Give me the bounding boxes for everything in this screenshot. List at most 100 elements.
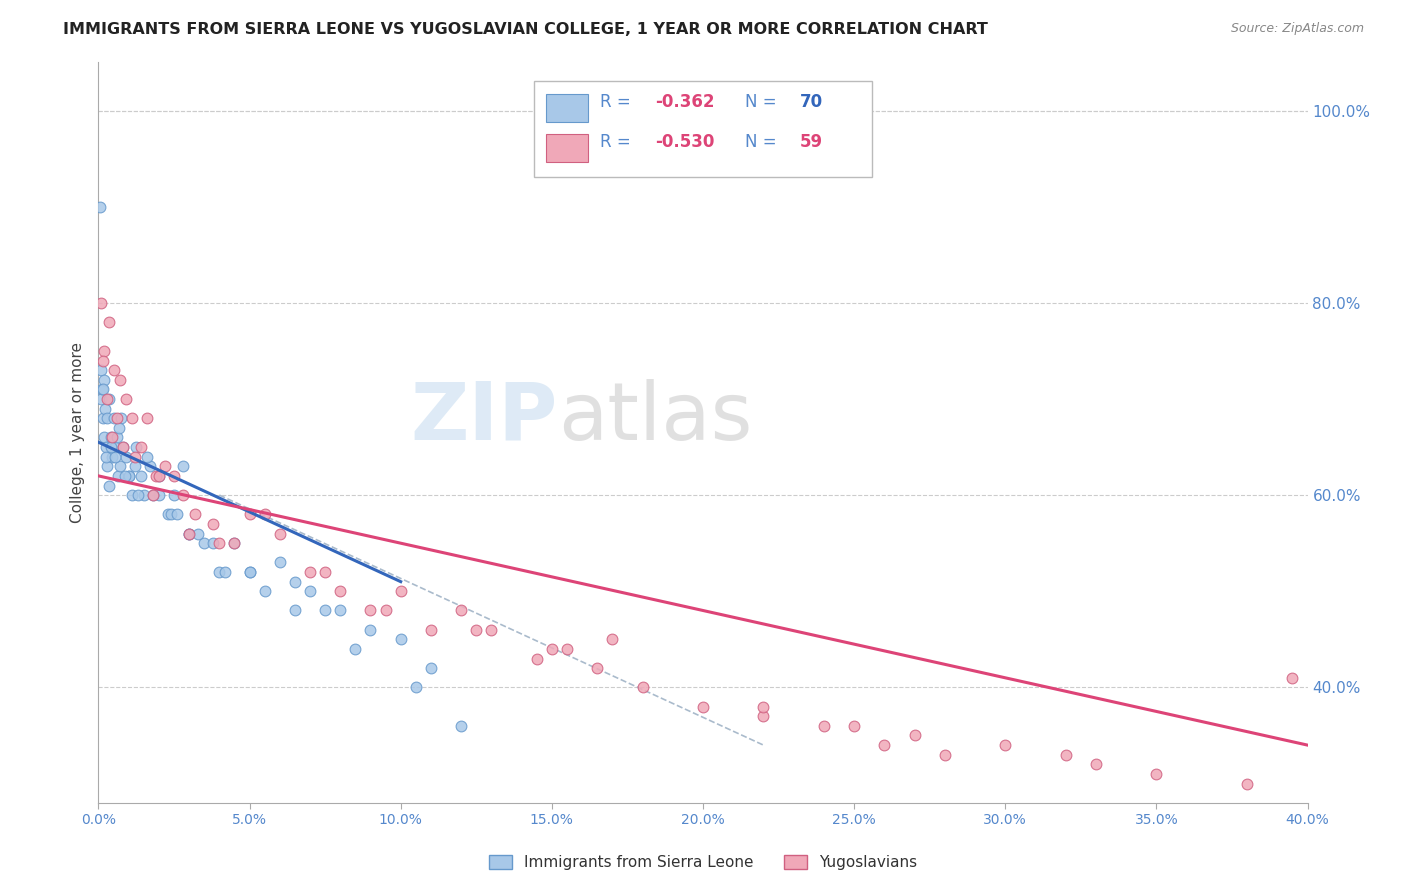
Text: IMMIGRANTS FROM SIERRA LEONE VS YUGOSLAVIAN COLLEGE, 1 YEAR OR MORE CORRELATION : IMMIGRANTS FROM SIERRA LEONE VS YUGOSLAV… bbox=[63, 22, 988, 37]
Legend: Immigrants from Sierra Leone, Yugoslavians: Immigrants from Sierra Leone, Yugoslavia… bbox=[482, 849, 924, 877]
Point bbox=[91, 411, 114, 425]
Point bbox=[105, 411, 128, 425]
Point bbox=[89, 200, 111, 214]
Point bbox=[389, 584, 412, 599]
Point bbox=[450, 719, 472, 733]
Text: -0.530: -0.530 bbox=[655, 133, 714, 151]
Point bbox=[135, 411, 157, 425]
Point bbox=[94, 401, 117, 416]
Point bbox=[93, 430, 115, 444]
Point bbox=[1054, 747, 1077, 762]
Text: -0.362: -0.362 bbox=[655, 93, 714, 111]
Point bbox=[208, 565, 231, 579]
Point bbox=[121, 411, 143, 425]
Point bbox=[208, 536, 231, 550]
Point bbox=[586, 661, 609, 675]
Point bbox=[111, 440, 134, 454]
Point bbox=[104, 440, 127, 454]
Point bbox=[179, 526, 201, 541]
Point bbox=[90, 392, 112, 406]
Point bbox=[450, 603, 472, 617]
Point bbox=[135, 450, 157, 464]
Point bbox=[481, 623, 503, 637]
Point bbox=[96, 459, 118, 474]
Text: atlas: atlas bbox=[558, 379, 752, 457]
Point bbox=[114, 392, 136, 406]
Point bbox=[96, 411, 118, 425]
Point bbox=[314, 565, 336, 579]
Point bbox=[360, 603, 382, 617]
Point bbox=[540, 642, 562, 657]
Point bbox=[139, 459, 162, 474]
Point bbox=[148, 488, 170, 502]
Point bbox=[160, 508, 183, 522]
Point bbox=[108, 421, 131, 435]
Point bbox=[142, 488, 165, 502]
Point bbox=[94, 440, 117, 454]
Point bbox=[239, 565, 262, 579]
Point bbox=[253, 508, 276, 522]
Point bbox=[104, 450, 127, 464]
Point bbox=[269, 556, 291, 570]
Point bbox=[239, 565, 262, 579]
Text: 70: 70 bbox=[800, 93, 823, 111]
Point bbox=[602, 632, 624, 647]
Point bbox=[224, 536, 246, 550]
Point bbox=[187, 526, 209, 541]
Point bbox=[172, 488, 194, 502]
Point bbox=[465, 623, 488, 637]
Point bbox=[127, 488, 149, 502]
Point bbox=[374, 603, 396, 617]
Point bbox=[114, 450, 136, 464]
Point bbox=[284, 574, 307, 589]
Point bbox=[163, 488, 186, 502]
Text: R =: R = bbox=[600, 133, 637, 151]
Point bbox=[1236, 776, 1258, 790]
Point bbox=[107, 469, 129, 483]
Point bbox=[269, 526, 291, 541]
Point bbox=[90, 295, 112, 310]
Point bbox=[1085, 757, 1108, 772]
Point bbox=[148, 469, 170, 483]
Point bbox=[813, 719, 835, 733]
Point bbox=[103, 363, 125, 377]
Point bbox=[389, 632, 412, 647]
Point bbox=[91, 353, 114, 368]
Point bbox=[108, 459, 131, 474]
Point bbox=[253, 584, 276, 599]
Point bbox=[98, 478, 121, 492]
Point bbox=[239, 508, 262, 522]
Point bbox=[329, 603, 352, 617]
Point bbox=[224, 536, 246, 550]
Y-axis label: College, 1 year or more: College, 1 year or more bbox=[70, 343, 86, 523]
Point bbox=[329, 584, 352, 599]
FancyBboxPatch shape bbox=[534, 81, 872, 178]
Point bbox=[101, 430, 124, 444]
Point bbox=[299, 584, 322, 599]
Point bbox=[420, 661, 443, 675]
Point bbox=[129, 440, 152, 454]
Point bbox=[202, 516, 225, 531]
Point bbox=[93, 373, 115, 387]
Point bbox=[103, 411, 125, 425]
Point bbox=[844, 719, 866, 733]
Point bbox=[184, 508, 207, 522]
Point bbox=[420, 623, 443, 637]
Point bbox=[94, 450, 117, 464]
Text: 59: 59 bbox=[800, 133, 823, 151]
Point bbox=[172, 459, 194, 474]
Point bbox=[752, 709, 775, 723]
Point bbox=[101, 450, 124, 464]
Point bbox=[994, 738, 1017, 752]
Point bbox=[179, 526, 201, 541]
Point bbox=[166, 508, 188, 522]
Text: R =: R = bbox=[600, 93, 637, 111]
Point bbox=[124, 450, 146, 464]
Point bbox=[1146, 767, 1168, 781]
Point bbox=[96, 392, 118, 406]
Point bbox=[873, 738, 896, 752]
Point bbox=[105, 430, 128, 444]
Point bbox=[214, 565, 236, 579]
Point bbox=[692, 699, 714, 714]
Point bbox=[98, 392, 121, 406]
